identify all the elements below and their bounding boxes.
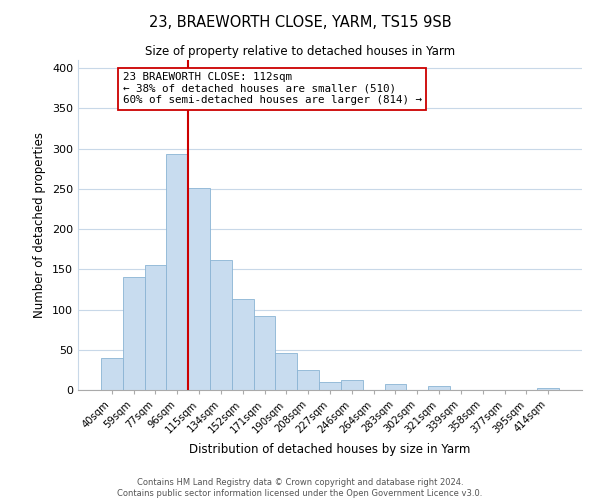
Bar bbox=[385, 384, 406, 390]
Bar bbox=[428, 386, 450, 390]
Text: Size of property relative to detached houses in Yarm: Size of property relative to detached ho… bbox=[145, 45, 455, 58]
Text: 23 BRAEWORTH CLOSE: 112sqm
← 38% of detached houses are smaller (510)
60% of sem: 23 BRAEWORTH CLOSE: 112sqm ← 38% of deta… bbox=[123, 72, 422, 106]
Bar bbox=[297, 370, 319, 390]
Bar bbox=[537, 388, 559, 390]
Bar bbox=[101, 358, 123, 390]
Bar bbox=[319, 382, 341, 390]
Bar bbox=[145, 265, 166, 390]
Text: Contains HM Land Registry data © Crown copyright and database right 2024.
Contai: Contains HM Land Registry data © Crown c… bbox=[118, 478, 482, 498]
Bar bbox=[254, 316, 275, 390]
X-axis label: Distribution of detached houses by size in Yarm: Distribution of detached houses by size … bbox=[190, 443, 470, 456]
Bar bbox=[232, 299, 254, 390]
Bar bbox=[210, 260, 232, 390]
Text: 23, BRAEWORTH CLOSE, YARM, TS15 9SB: 23, BRAEWORTH CLOSE, YARM, TS15 9SB bbox=[149, 15, 451, 30]
Bar bbox=[275, 353, 297, 390]
Bar bbox=[188, 188, 210, 390]
Bar bbox=[123, 278, 145, 390]
Bar bbox=[341, 380, 363, 390]
Bar bbox=[166, 154, 188, 390]
Y-axis label: Number of detached properties: Number of detached properties bbox=[34, 132, 46, 318]
